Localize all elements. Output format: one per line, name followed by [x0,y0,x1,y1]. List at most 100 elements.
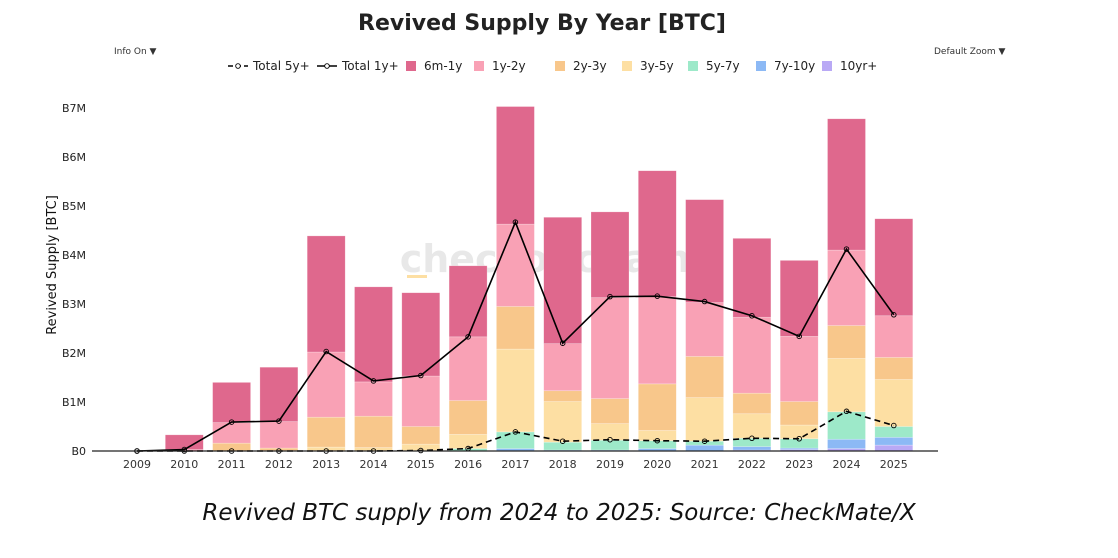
legend-item-1y-2y[interactable]: 1y-2y [474,59,526,73]
bar-1y-2y-2014[interactable] [354,381,393,417]
bar-6m-1y-2024[interactable] [827,118,866,251]
legend-item-total-1y-[interactable]: Total 1y+ [317,59,399,73]
line-point[interactable] [654,293,661,299]
bar-2y-3y-2023[interactable] [779,401,819,426]
legend-item-6m-1y[interactable]: 6m-1y [406,59,462,73]
bar-1y-2y-2022[interactable] [732,316,772,394]
line-point[interactable] [749,435,755,442]
bar-2y-3y-2016[interactable] [448,400,488,435]
bar-7y-10y-2024[interactable] [827,438,866,449]
bar-3y-5y-2018[interactable] [543,401,583,443]
line-point[interactable] [749,313,755,319]
bar-7y-10y-2022[interactable] [732,446,772,451]
zoom-dropdown[interactable]: Default Zoom ▼ [934,47,1006,57]
bar-2y-3y-2017[interactable] [496,306,535,350]
bar-6m-1y-2011[interactable] [212,382,251,423]
line-point[interactable] [323,348,329,355]
line-point[interactable] [891,422,897,429]
line-point[interactable] [512,219,519,225]
bar-1y-2y-2017[interactable] [496,223,535,307]
bar-6m-1y-2017[interactable] [496,106,535,225]
legend-item-10yr-[interactable]: 10yr+ [822,59,877,73]
bar-6m-1y-2025[interactable] [874,218,914,317]
line-point[interactable] [607,293,613,300]
line-point[interactable] [228,419,235,425]
bar-5y-7y-2023[interactable] [779,438,819,449]
legend-item-2y-3y[interactable]: 2y-3y [555,59,607,73]
bar-1y-2y-2021[interactable] [685,302,724,357]
line-point[interactable] [181,446,188,453]
bar-1y-2y-2013[interactable] [306,351,346,418]
line-point[interactable] [559,438,566,444]
bar-1y-2y-2016[interactable] [448,336,488,401]
bar-2y-3y-2025[interactable] [874,357,914,380]
bar-6m-1y-2019[interactable] [590,211,630,298]
line-point[interactable] [701,438,708,444]
bar-6m-1y-2015[interactable] [401,292,441,377]
bar-2y-3y-2022[interactable] [732,392,772,415]
bar-3y-5y-2024[interactable] [827,358,866,413]
line-point[interactable] [607,436,613,443]
bar-2y-3y-2014[interactable] [354,415,393,448]
line-point[interactable] [843,246,850,252]
line-point[interactable] [796,436,802,442]
legend-item-3y-5y[interactable]: 3y-5y [622,59,674,73]
bar-6m-1y-2013[interactable] [306,235,346,353]
bar-3y-5y-2020[interactable] [637,430,677,442]
svg-text:1y-2y: 1y-2y [492,59,526,73]
bar-3y-5y-2021[interactable] [685,397,724,442]
bar-1y-2y-2024[interactable] [827,249,866,326]
legend-item-total-5y-[interactable]: Total 5y+ [228,59,310,73]
line-point[interactable] [891,312,897,318]
bar-1y-2y-2023[interactable] [779,336,819,402]
bar-2y-3y-2015[interactable] [401,426,441,445]
bar-1y-2y-2020[interactable] [637,296,677,385]
line-point[interactable] [559,340,566,346]
bar-6m-1y-2014[interactable] [354,286,393,383]
bar-1y-2y-2012[interactable] [259,421,299,449]
info-toggle-dropdown[interactable]: Info On ▼ [114,47,157,57]
bar-2y-3y-2011[interactable] [212,442,251,452]
bar-2y-3y-2020[interactable] [637,383,677,431]
bar-6m-1y-2020[interactable] [637,170,677,297]
line-total-5y- [137,410,895,452]
line-point[interactable] [701,298,708,305]
bar-2y-3y-2024[interactable] [827,325,866,359]
line-point[interactable] [512,429,519,435]
bar-3y-5y-2015[interactable] [401,443,441,451]
bar-6m-1y-2023[interactable] [779,260,819,337]
line-point[interactable] [843,408,850,415]
bar-6m-1y-2018[interactable] [543,216,583,344]
line-point[interactable] [654,437,661,444]
bar-3y-5y-2022[interactable] [732,413,772,439]
bar-2y-3y-2019[interactable] [590,398,630,424]
legend-item-7y-10y[interactable]: 7y-10y [756,59,815,73]
legend-item-5y-7y[interactable]: 5y-7y [688,59,740,73]
line-point[interactable] [370,378,377,384]
bar-2y-3y-2018[interactable] [543,390,583,402]
bar-6m-1y-2022[interactable] [732,238,772,318]
bar-2y-3y-2013[interactable] [306,416,346,448]
bar-6m-1y-2021[interactable] [685,199,724,303]
bar-3y-5y-2017[interactable] [496,348,535,433]
bar-1y-2y-2025[interactable] [874,315,914,358]
bar-7y-10y-2025[interactable] [874,436,914,446]
bar-6m-1y-2016[interactable] [448,265,488,338]
bar-1y-2y-2015[interactable] [401,375,441,427]
bar-1y-2y-2018[interactable] [543,343,583,392]
line-point[interactable] [796,333,802,340]
line-point[interactable] [276,418,282,424]
bar-5y-7y-2020[interactable] [637,440,677,449]
bar-2y-3y-2021[interactable] [685,356,724,398]
bar-3y-5y-2025[interactable] [874,379,914,427]
bar-7y-10y-2021[interactable] [685,444,724,452]
bar-1y-2y-2011[interactable] [212,422,251,444]
bar-10yr+-2025[interactable] [874,444,914,452]
line-point[interactable] [465,334,471,340]
svg-text:Total 1y+: Total 1y+ [341,59,399,73]
bar-5y-7y-2024[interactable] [827,411,866,440]
bar-6m-1y-2012[interactable] [259,366,299,422]
x-tick-label: 2025 [880,458,908,471]
line-point[interactable] [418,372,424,379]
bar-1y-2y-2019[interactable] [590,297,630,399]
